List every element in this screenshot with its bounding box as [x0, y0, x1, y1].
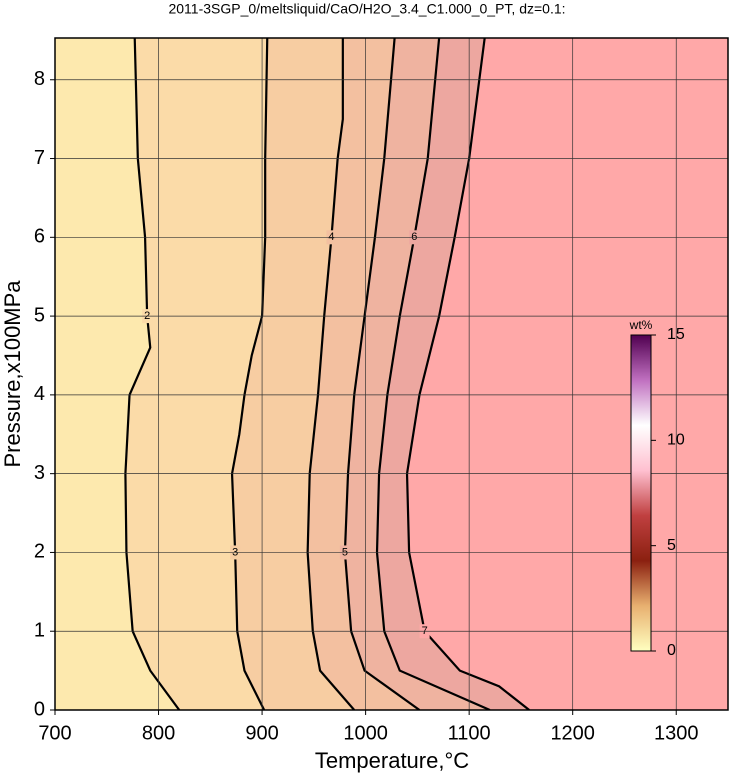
y-tick-label: 3 [34, 462, 45, 484]
x-tick-label: 900 [245, 722, 278, 744]
y-tick-label: 0 [34, 698, 45, 720]
y-tick-label: 7 [34, 147, 45, 169]
y-tick-label: 4 [34, 383, 45, 405]
colorbar-label: wt% [629, 318, 653, 332]
x-tick-label: 1300 [654, 722, 699, 744]
y-axis-label: Pressure,x100MPa [0, 280, 25, 468]
x-tick-label: 1200 [550, 722, 595, 744]
x-tick-label: 700 [38, 722, 71, 744]
contour-line [343, 38, 421, 710]
colorbar-tick-label: 5 [667, 537, 676, 554]
y-tick-label: 8 [34, 68, 45, 90]
chart-title: 2011-3SGP_0/meltsliquid/CaO/H2O_3.4_C1.0… [168, 1, 565, 17]
y-tick-label: 5 [34, 304, 45, 326]
colorbar-tick-label: 0 [667, 642, 676, 659]
colorbar-tick-label: 15 [667, 326, 685, 343]
colorbar [630, 334, 652, 652]
y-tick-label: 1 [34, 620, 45, 642]
contour-line [230, 38, 269, 710]
x-tick-label: 1000 [343, 722, 388, 744]
plot-frame [54, 37, 729, 711]
y-tick-label: 2 [34, 541, 45, 563]
x-tick-label: 800 [142, 722, 175, 744]
y-tick-label: 6 [34, 226, 45, 248]
colorbar-tick-label: 10 [667, 432, 685, 449]
x-tick-label: 1100 [448, 722, 491, 744]
x-axis-label: Temperature,°C [315, 748, 469, 773]
contour-line [375, 38, 491, 710]
